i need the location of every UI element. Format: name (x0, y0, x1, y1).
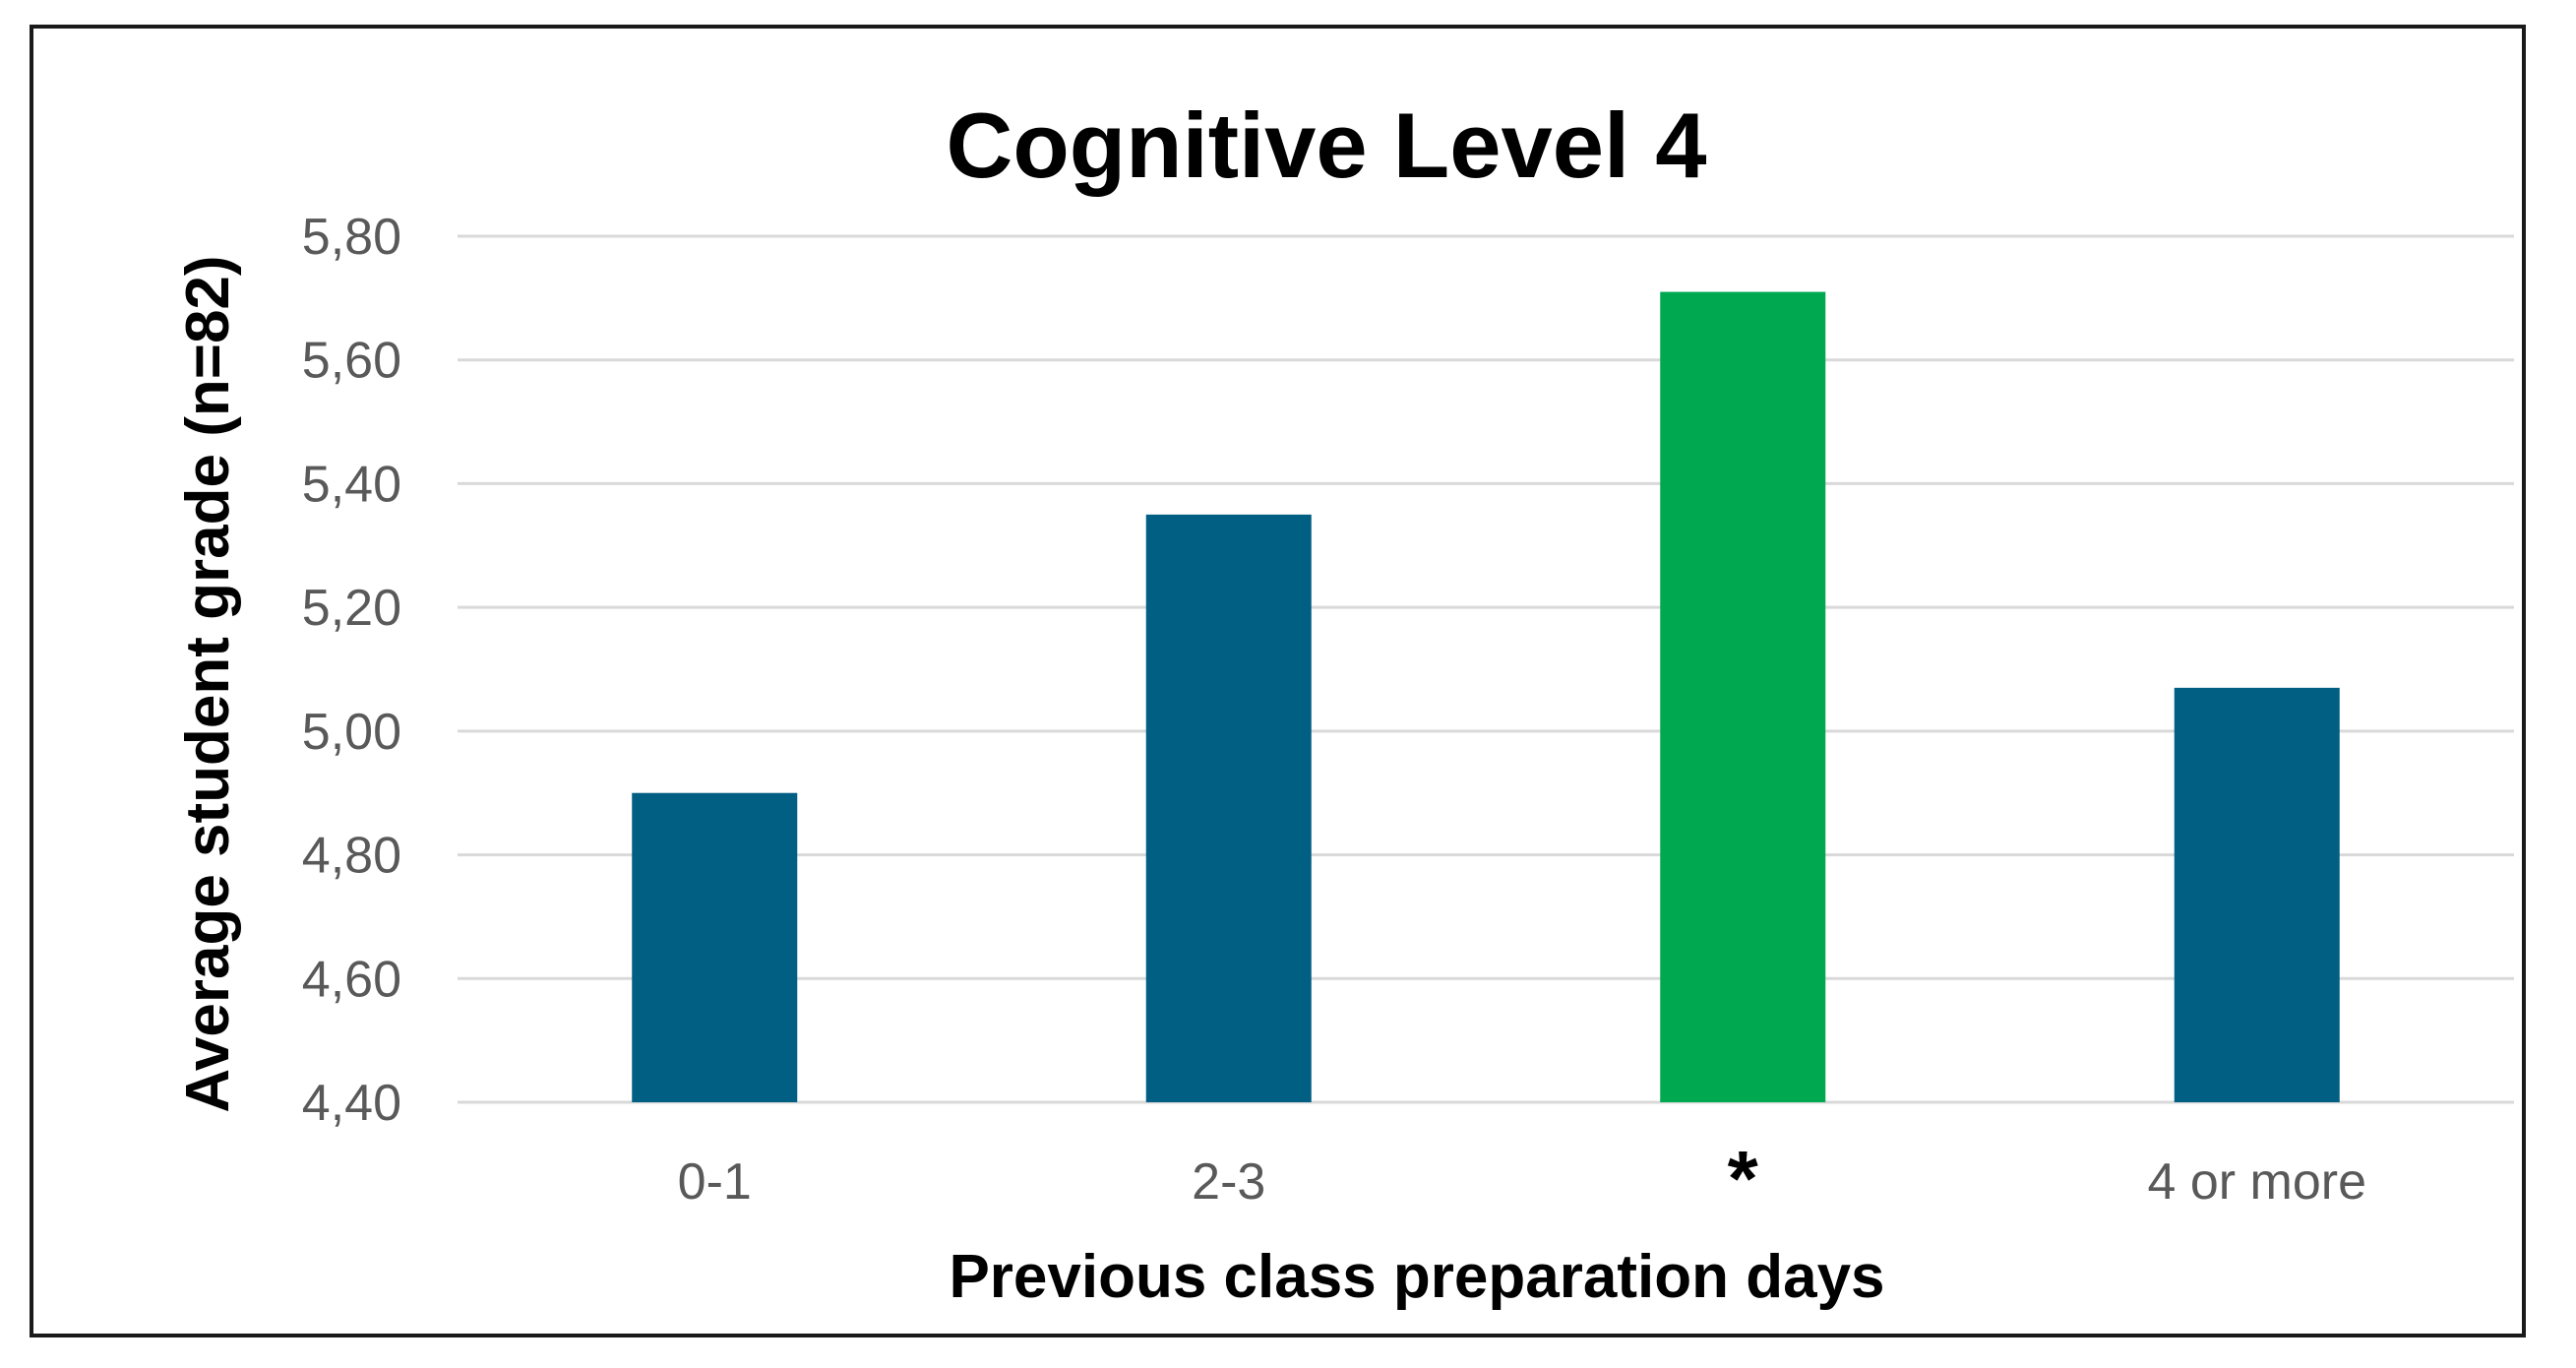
bar (632, 792, 798, 1102)
y-tick-label: 4,40 (302, 1075, 401, 1132)
bars (632, 291, 2340, 1103)
x-category-label: 4 or more (2147, 1153, 2366, 1211)
y-tick-label: 4,60 (302, 951, 401, 1008)
y-axis-title: Average student grade (n=82) (174, 255, 242, 1112)
y-tick-label: 5,80 (302, 209, 401, 266)
x-axis-categories: 0-1 2-3 * 4 or more (678, 1135, 2366, 1222)
y-tick-label: 5,60 (302, 333, 401, 390)
x-category-label: * (1728, 1135, 1759, 1222)
bar (1145, 514, 1312, 1102)
x-category-label: 2-3 (1192, 1153, 1265, 1211)
bar (1660, 291, 1826, 1103)
bar (2174, 687, 2340, 1102)
chart-title: Cognitive Level 4 (946, 93, 1706, 197)
y-tick-label: 4,80 (302, 828, 401, 885)
y-axis-ticks: 4,40 4,60 4,80 5,00 5,20 5,40 5,60 5,80 (302, 209, 401, 1132)
x-category-label: 0-1 (678, 1153, 752, 1211)
y-tick-label: 5,40 (302, 456, 401, 513)
x-axis-title: Previous class preparation days (949, 1243, 1884, 1311)
y-tick-label: 5,20 (302, 580, 401, 637)
y-tick-label: 5,00 (302, 704, 401, 761)
gridlines (458, 234, 2514, 1104)
